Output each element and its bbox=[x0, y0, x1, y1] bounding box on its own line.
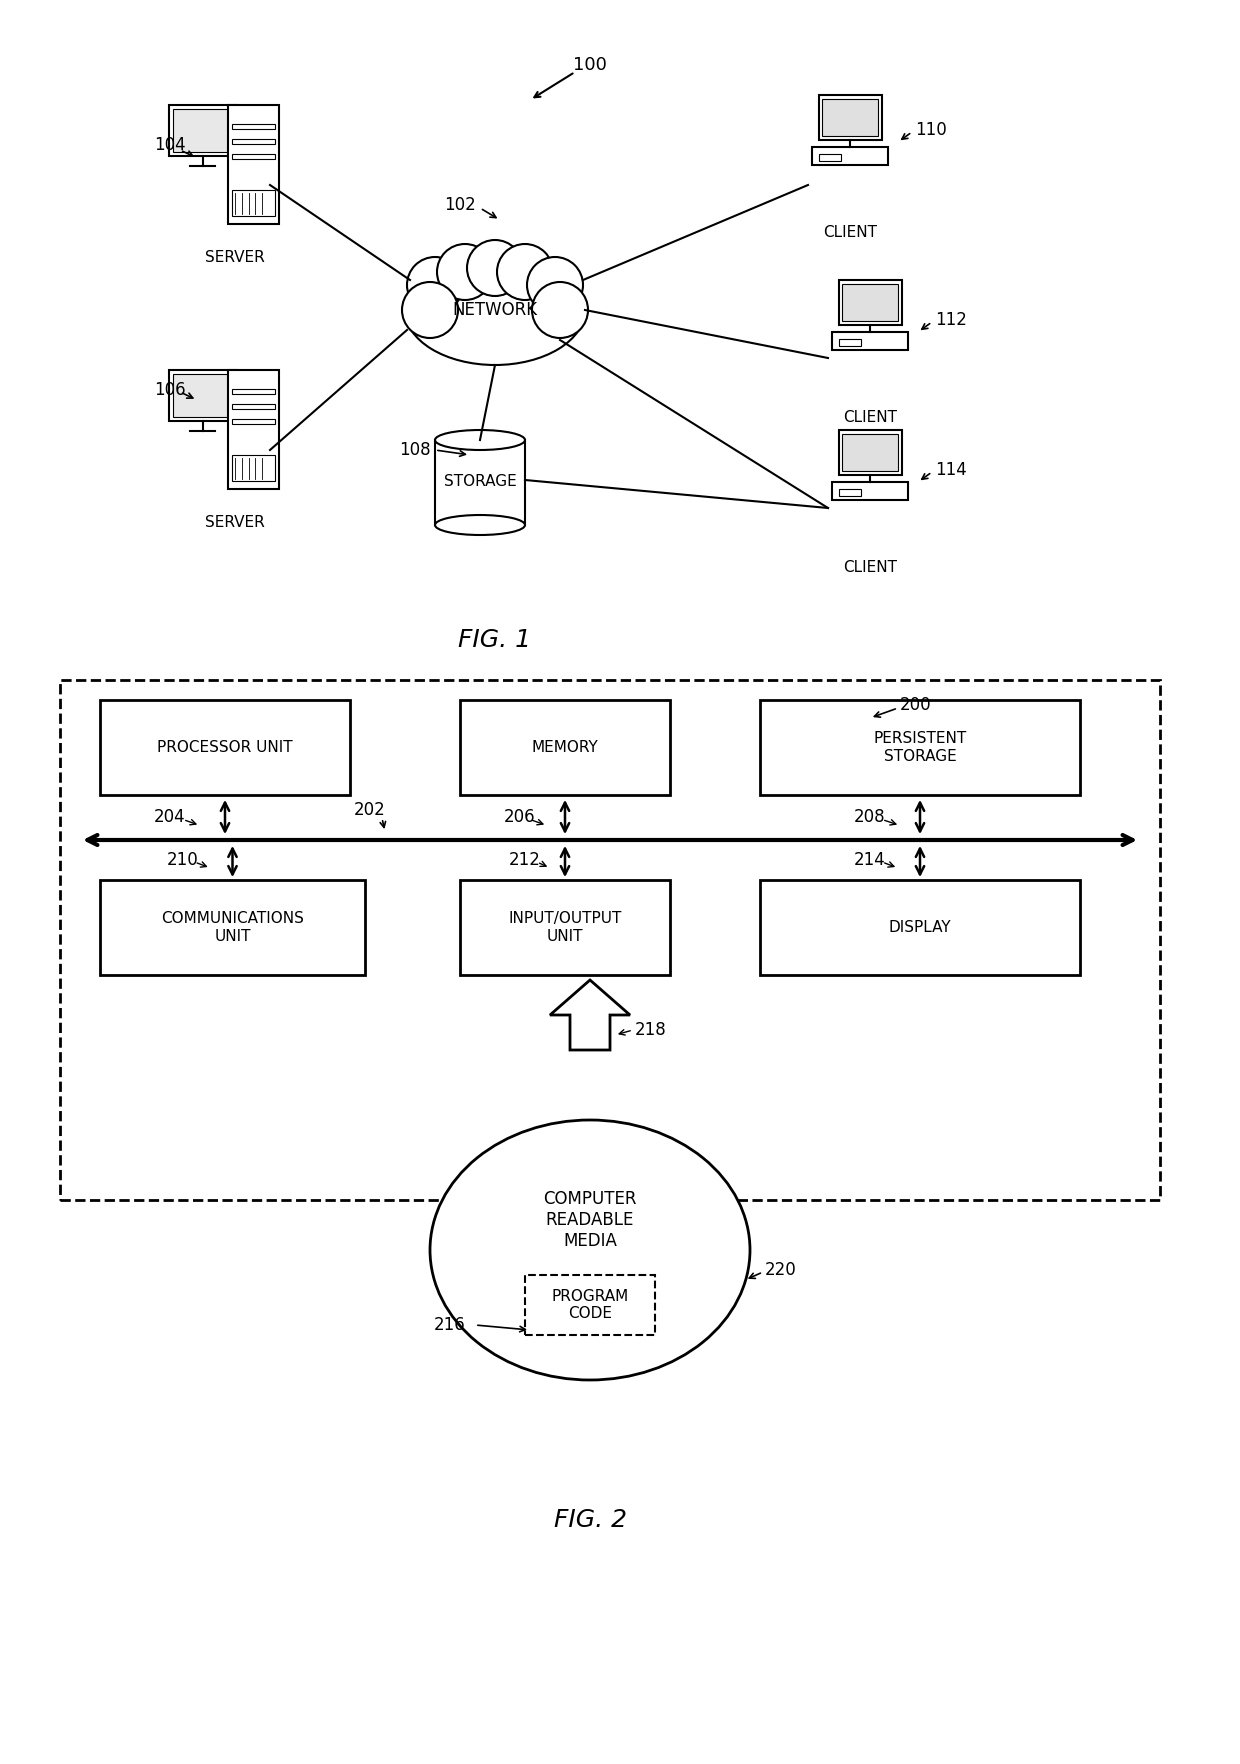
Text: SERVER: SERVER bbox=[205, 250, 265, 265]
Bar bbox=[232, 404, 275, 409]
Bar bbox=[232, 139, 275, 145]
Circle shape bbox=[532, 282, 588, 339]
Bar bbox=[232, 420, 275, 425]
Text: 108: 108 bbox=[399, 441, 430, 459]
Bar bbox=[232, 388, 275, 393]
Bar bbox=[839, 489, 862, 496]
Text: 200: 200 bbox=[900, 697, 931, 714]
Bar bbox=[838, 280, 901, 325]
Text: 208: 208 bbox=[854, 808, 885, 827]
Text: 216: 216 bbox=[434, 1316, 466, 1334]
FancyBboxPatch shape bbox=[760, 700, 1080, 796]
Text: 218: 218 bbox=[635, 1021, 667, 1039]
Ellipse shape bbox=[435, 430, 525, 450]
Bar bbox=[822, 99, 878, 136]
Text: PROGRAM
CODE: PROGRAM CODE bbox=[552, 1289, 629, 1321]
FancyBboxPatch shape bbox=[100, 700, 350, 796]
Text: 212: 212 bbox=[510, 850, 541, 870]
Ellipse shape bbox=[405, 256, 585, 365]
FancyBboxPatch shape bbox=[460, 700, 670, 796]
Text: COMPUTER
READABLE
MEDIA: COMPUTER READABLE MEDIA bbox=[543, 1191, 637, 1251]
Circle shape bbox=[407, 258, 463, 312]
Text: STORAGE: STORAGE bbox=[444, 475, 516, 489]
Text: MEMORY: MEMORY bbox=[532, 741, 599, 755]
Circle shape bbox=[497, 243, 553, 300]
Text: INPUT/OUTPUT
UNIT: INPUT/OUTPUT UNIT bbox=[508, 912, 621, 944]
Text: PERSISTENT
STORAGE: PERSISTENT STORAGE bbox=[873, 732, 967, 764]
Text: NETWORK: NETWORK bbox=[453, 302, 538, 319]
Ellipse shape bbox=[430, 1120, 750, 1379]
Text: 202: 202 bbox=[355, 801, 386, 818]
Text: PROCESSOR UNIT: PROCESSOR UNIT bbox=[157, 741, 293, 755]
Bar bbox=[832, 332, 908, 351]
Bar bbox=[228, 370, 279, 489]
FancyBboxPatch shape bbox=[460, 880, 670, 975]
Bar bbox=[172, 109, 232, 152]
Bar bbox=[842, 284, 898, 321]
Bar bbox=[232, 191, 275, 215]
Bar bbox=[232, 123, 275, 129]
Text: COMMUNICATIONS
UNIT: COMMUNICATIONS UNIT bbox=[161, 912, 304, 944]
Text: DISPLAY: DISPLAY bbox=[889, 921, 951, 935]
Text: FIG. 1: FIG. 1 bbox=[459, 628, 532, 653]
Bar bbox=[60, 679, 1159, 1200]
Bar bbox=[169, 370, 237, 422]
Text: CLIENT: CLIENT bbox=[823, 226, 877, 240]
Bar bbox=[172, 374, 232, 416]
Circle shape bbox=[402, 282, 458, 339]
Bar bbox=[832, 482, 908, 501]
FancyArrow shape bbox=[551, 981, 630, 1050]
Text: CLIENT: CLIENT bbox=[843, 409, 897, 425]
Text: 106: 106 bbox=[154, 381, 186, 399]
Text: 100: 100 bbox=[573, 56, 606, 74]
Bar bbox=[228, 106, 279, 224]
Bar bbox=[232, 455, 275, 480]
FancyBboxPatch shape bbox=[760, 880, 1080, 975]
Bar bbox=[818, 95, 882, 139]
Bar bbox=[818, 153, 842, 161]
FancyBboxPatch shape bbox=[100, 880, 365, 975]
Text: 114: 114 bbox=[935, 460, 967, 480]
Text: 102: 102 bbox=[444, 196, 476, 213]
Bar bbox=[842, 434, 898, 471]
Bar bbox=[169, 106, 237, 155]
Circle shape bbox=[527, 258, 583, 312]
Text: 206: 206 bbox=[505, 808, 536, 827]
Text: SERVER: SERVER bbox=[205, 515, 265, 529]
Text: 110: 110 bbox=[915, 122, 947, 139]
Text: 220: 220 bbox=[765, 1261, 797, 1279]
Text: 210: 210 bbox=[166, 850, 198, 870]
Bar bbox=[839, 339, 862, 346]
Bar bbox=[838, 430, 901, 475]
Ellipse shape bbox=[435, 515, 525, 534]
Circle shape bbox=[467, 240, 523, 296]
Bar bbox=[525, 1275, 655, 1335]
Text: 104: 104 bbox=[154, 136, 186, 153]
Bar bbox=[812, 146, 888, 166]
Text: FIG. 2: FIG. 2 bbox=[553, 1508, 626, 1531]
Text: 112: 112 bbox=[935, 310, 967, 330]
Bar bbox=[232, 153, 275, 159]
Text: 214: 214 bbox=[854, 850, 885, 870]
Text: 204: 204 bbox=[154, 808, 186, 827]
Circle shape bbox=[436, 243, 494, 300]
Text: CLIENT: CLIENT bbox=[843, 559, 897, 575]
